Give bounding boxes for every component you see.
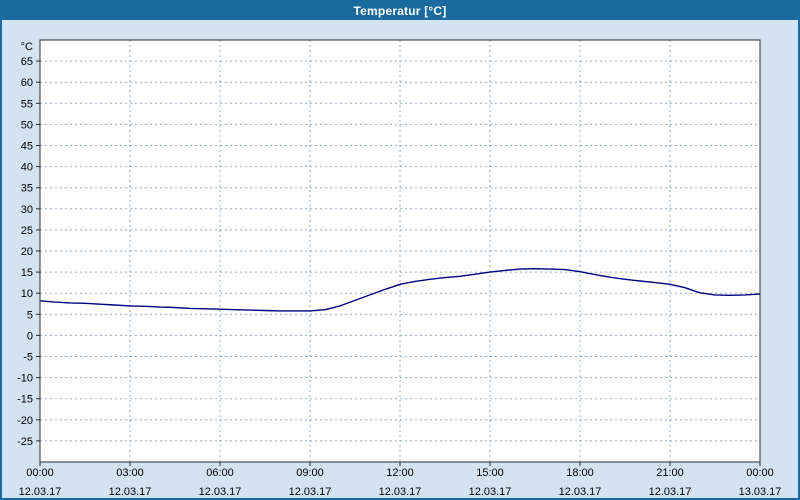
- y-tick-label: -25: [17, 436, 33, 448]
- x-tick-time-label: 18:00: [566, 467, 594, 479]
- x-tick-date-label: 12.03.17: [379, 486, 422, 498]
- x-tick-date-label: 12.03.17: [19, 486, 62, 498]
- x-tick-date-label: 12.03.17: [469, 486, 512, 498]
- y-tick-label: 10: [21, 288, 33, 300]
- y-tick-label: 0: [27, 330, 33, 342]
- temperature-line: [39, 267, 761, 312]
- y-tick-label: -15: [17, 394, 33, 406]
- x-tick-date-label: 12.03.17: [559, 486, 602, 498]
- y-tick-label: -5: [23, 352, 33, 364]
- chart-svg: 65605550454035302520151050-5-10-15-20-25…: [17, 39, 782, 498]
- window-title: Temperatur [°C]: [353, 4, 447, 18]
- x-tick-time-label: 00:00: [26, 467, 54, 479]
- y-tick-label: -20: [17, 415, 33, 427]
- x-tick-time-label: 15:00: [476, 467, 504, 479]
- chart-area: 65 60 55 50 45 40 35 30 25 20 15 10 5 0 -5 -10 -15 -20 -25…: [2, 20, 798, 498]
- x-tick-date-label: 12.03.17: [199, 486, 242, 498]
- y-tick-label: 40: [21, 162, 33, 174]
- x-tick-time-label: 09:00: [296, 467, 324, 479]
- y-tick-label: 35: [21, 183, 33, 195]
- x-tick-time-label: 21:00: [656, 467, 684, 479]
- y-tick-label: -10: [17, 373, 33, 385]
- x-tick-date-label: 12.03.17: [109, 486, 152, 498]
- x-tick-date-label: 13.03.17: [739, 486, 782, 498]
- y-tick-label: 30: [21, 204, 33, 216]
- x-tick-time-label: 00:00: [746, 467, 774, 479]
- y-axis-unit-label: °C: [21, 41, 33, 53]
- y-tick-label: 20: [21, 246, 33, 258]
- y-tick-label: 65: [21, 56, 33, 68]
- y-tick-label: 55: [21, 98, 33, 110]
- y-tick-label: 45: [21, 141, 33, 153]
- y-tick-label: 60: [21, 77, 33, 89]
- title-bar: Temperatur [°C]: [2, 2, 798, 20]
- x-tick-time-label: 03:00: [116, 467, 144, 479]
- y-tick-label: 25: [21, 225, 33, 237]
- x-tick-date-label: 12.03.17: [289, 486, 332, 498]
- x-tick-time-label: 12:00: [386, 467, 414, 479]
- y-tick-label: 50: [21, 119, 33, 131]
- y-tick-label: 15: [21, 267, 33, 279]
- x-tick-time-label: 06:00: [206, 467, 234, 479]
- x-tick-date-label: 12.03.17: [649, 486, 692, 498]
- y-tick-label: 5: [27, 309, 33, 321]
